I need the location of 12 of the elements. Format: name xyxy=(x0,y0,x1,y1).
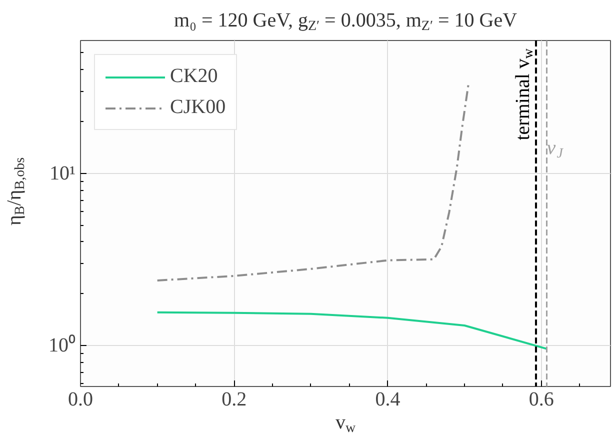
x-tick-label: 0.0 xyxy=(68,388,93,410)
legend-label: CJK00 xyxy=(170,96,226,119)
y-tick-label: 10⁰ xyxy=(48,334,76,357)
y-axis-title: ηB/ηB,obs xyxy=(4,157,28,226)
legend-label: CK20 xyxy=(170,65,218,88)
line-series xyxy=(156,311,548,350)
x-tick-label: 0.6 xyxy=(528,388,554,410)
ref-line-label: terminal vw xyxy=(512,48,536,140)
x-tick-label: 0.2 xyxy=(222,388,247,410)
line-series xyxy=(156,83,470,282)
y-tick-label: 10¹ xyxy=(50,162,76,184)
x-tick-label: 0.4 xyxy=(375,388,400,410)
